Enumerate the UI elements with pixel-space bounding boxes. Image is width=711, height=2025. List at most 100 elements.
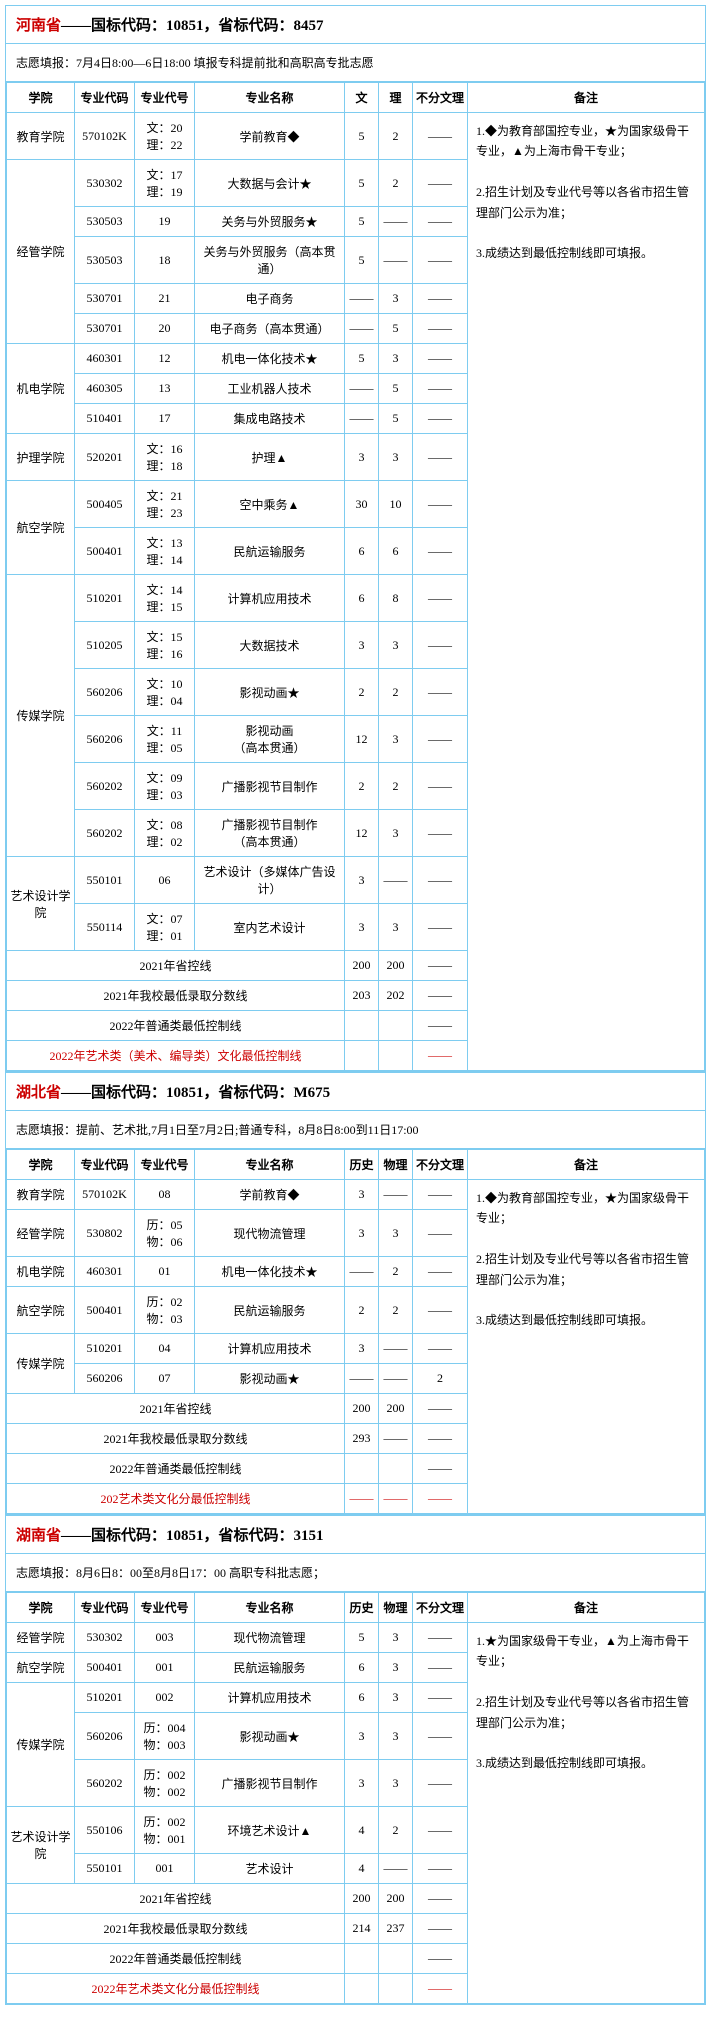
summary-label: 2022年艺术类（美术、编导类）文化最低控制线 [7,1041,345,1071]
major-code: 530302 [75,160,135,207]
count-mix: —— [413,1210,468,1257]
major-name: 影视动画★ [195,1713,345,1760]
table-header-cell: 不分文理 [413,83,468,113]
count-mix: —— [413,1653,468,1683]
count-1: 3 [345,1760,379,1807]
major-code: 460305 [75,374,135,404]
count-1: 3 [345,1334,379,1364]
count-2: 5 [379,314,413,344]
summary-c2: —— [379,1484,413,1514]
major-subcode: 08 [135,1180,195,1210]
major-subcode: 文：08理：02 [135,810,195,857]
province-codes: ——国标代码：10851，省标代码：3151 [61,1528,324,1544]
summary-label: 2021年我校最低录取分数线 [7,1424,345,1454]
major-code: 560206 [75,1713,135,1760]
summary-c1: 203 [345,981,379,1011]
summary-c1: 293 [345,1424,379,1454]
count-1: 6 [345,1653,379,1683]
summary-label: 202艺术类文化分最低控制线 [7,1484,345,1514]
major-code: 510201 [75,1334,135,1364]
count-mix: —— [413,1807,468,1854]
summary-c3: —— [413,1424,468,1454]
count-1: 3 [345,1713,379,1760]
major-subcode: 19 [135,207,195,237]
major-code: 550101 [75,857,135,904]
count-1: 5 [345,344,379,374]
summary-c3: —— [413,981,468,1011]
college-cell: 航空学院 [7,1287,75,1334]
major-code: 560202 [75,1760,135,1807]
count-2: 5 [379,404,413,434]
count-1: 5 [345,160,379,207]
admission-table: 学院专业代码专业代号专业名称历史物理不分文理备注经管学院530302003现代物… [6,1592,705,2004]
count-mix: —— [413,575,468,622]
major-code: 500401 [75,528,135,575]
summary-c3: —— [413,1484,468,1514]
major-name: 护理▲ [195,434,345,481]
major-code: 560202 [75,810,135,857]
count-1: 2 [345,1287,379,1334]
count-2: 8 [379,575,413,622]
summary-label: 2022年普通类最低控制线 [7,1944,345,1974]
major-code: 530503 [75,237,135,284]
major-name: 大数据技术 [195,622,345,669]
major-code: 550106 [75,1807,135,1854]
major-code: 460301 [75,344,135,374]
count-1: —— [345,404,379,434]
summary-label: 2021年省控线 [7,1884,345,1914]
summary-c3: —— [413,1914,468,1944]
count-mix: —— [413,763,468,810]
major-code: 500401 [75,1287,135,1334]
summary-c3: —— [413,1454,468,1484]
count-mix: —— [413,1854,468,1884]
summary-label: 2022年普通类最低控制线 [7,1454,345,1484]
admission-table: 学院专业代码专业代号专业名称历史物理不分文理备注教育学院570102K08学前教… [6,1149,705,1514]
table-header-cell: 备注 [468,1150,705,1180]
fill-note: 志愿填报：8月6日8：00至8月8日17：00 高职专科批志愿； [6,1554,705,1592]
count-mix: —— [413,904,468,951]
major-name: 民航运输服务 [195,1653,345,1683]
summary-c1 [345,1011,379,1041]
summary-c2: 200 [379,1394,413,1424]
college-cell: 机电学院 [7,344,75,434]
major-subcode: 历：02物：03 [135,1287,195,1334]
table-header-cell: 物理 [379,1150,413,1180]
province-name: 湖南省 [16,1528,61,1544]
table-header-row: 学院专业代码专业代号专业名称历史物理不分文理备注 [7,1150,705,1180]
major-name: 艺术设计 [195,1854,345,1884]
table-header-cell: 学院 [7,83,75,113]
table-header-cell: 备注 [468,1593,705,1623]
province-block: 河南省——国标代码：10851，省标代码：8457志愿填报：7月4日8:00—6… [5,5,706,1072]
count-mix: —— [413,1180,468,1210]
major-subcode: 文：07理：01 [135,904,195,951]
summary-label: 2022年艺术类文化分最低控制线 [7,1974,345,2004]
college-cell: 传媒学院 [7,1683,75,1807]
summary-label: 2021年省控线 [7,1394,345,1424]
summary-c1 [345,1974,379,2004]
major-code: 570102K [75,113,135,160]
college-cell: 经管学院 [7,1210,75,1257]
summary-c2: 202 [379,981,413,1011]
count-1: —— [345,374,379,404]
count-2: 3 [379,904,413,951]
count-1: 12 [345,810,379,857]
major-subcode: 历：002物：002 [135,1760,195,1807]
summary-c1: —— [345,1484,379,1514]
college-cell: 航空学院 [7,481,75,575]
count-2: 3 [379,344,413,374]
summary-c3: —— [413,1974,468,2004]
table-header-cell: 历史 [345,1150,379,1180]
major-name: 集成电路技术 [195,404,345,434]
count-1: 4 [345,1854,379,1884]
major-subcode: 历：004物：003 [135,1713,195,1760]
summary-label: 2021年省控线 [7,951,345,981]
major-name: 民航运输服务 [195,1287,345,1334]
document-root: 河南省——国标代码：10851，省标代码：8457志愿填报：7月4日8:00—6… [5,5,706,2005]
count-mix: —— [413,374,468,404]
major-code: 560206 [75,669,135,716]
count-2: 10 [379,481,413,528]
count-mix: —— [413,1713,468,1760]
major-name: 现代物流管理 [195,1210,345,1257]
major-subcode: 文：14理：15 [135,575,195,622]
count-mix: —— [413,528,468,575]
